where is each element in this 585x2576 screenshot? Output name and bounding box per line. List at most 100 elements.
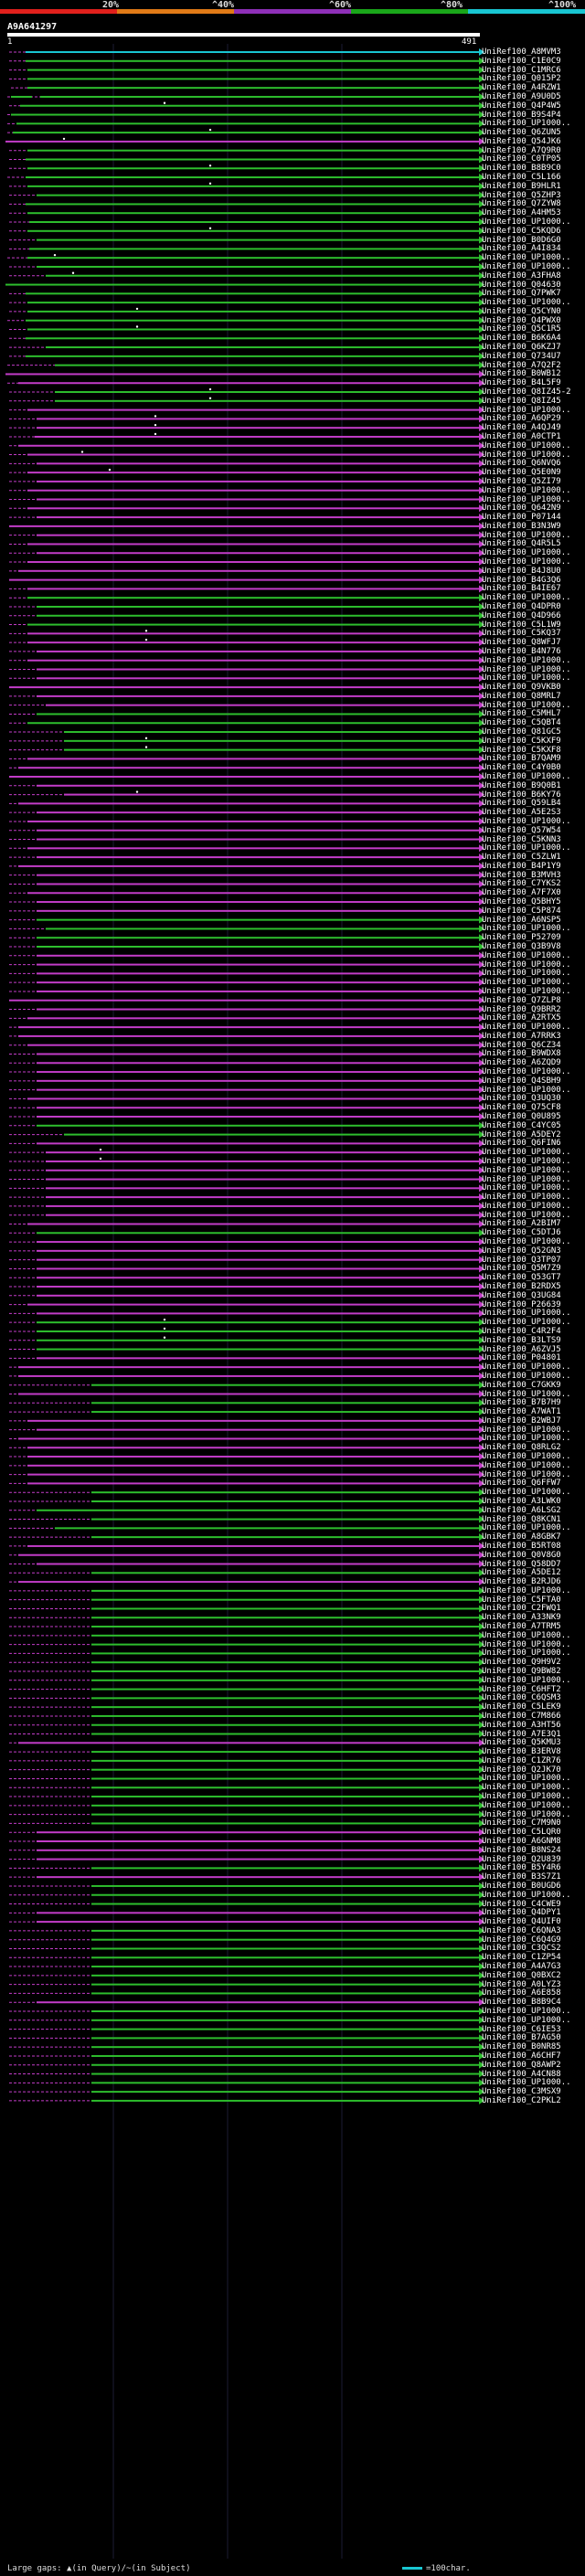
hit-segment[interactable] [64,739,480,742]
hit-segment[interactable] [46,928,480,930]
hit-label[interactable]: UniRef100_B0UGD6 [482,1881,561,1891]
hit-label[interactable]: UniRef100_B5Y4R6 [482,1863,561,1873]
hit-segment[interactable] [91,1966,480,1968]
hit-label[interactable]: UniRef100_UP1000.. [482,1434,571,1444]
hit-label[interactable]: UniRef100_UP1000.. [482,1792,571,1802]
hit-label[interactable]: UniRef100_UP1000.. [482,1309,571,1319]
hit-segment[interactable] [37,498,480,501]
hit-label[interactable]: UniRef100_C6HFT2 [482,1684,561,1694]
hit-label[interactable]: UniRef100_Q5ZI79 [482,476,561,486]
hit-segment[interactable] [91,1670,480,1672]
hit-segment[interactable] [37,1079,480,1082]
hit-segment[interactable] [27,507,480,510]
hit-label[interactable]: UniRef100_UP1000.. [482,700,571,710]
hit-label[interactable]: UniRef100_Q6FFW7 [482,1479,561,1489]
hit-segment[interactable] [9,999,480,1002]
hit-segment[interactable] [9,686,480,689]
hit-segment[interactable] [91,1688,480,1691]
hit-segment[interactable] [91,1723,480,1726]
hit-label[interactable]: UniRef100_Q6FIN6 [482,1139,561,1149]
hit-label[interactable]: UniRef100_UP1000.. [482,771,571,781]
hit-segment[interactable] [37,1858,480,1860]
hit-segment[interactable] [46,1151,480,1154]
hit-label[interactable]: UniRef100_B3MVH3 [482,870,561,880]
hit-segment[interactable] [27,1044,480,1046]
hit-segment[interactable] [91,2019,480,2021]
hit-segment[interactable] [91,2072,480,2075]
hit-segment[interactable] [91,1536,480,1539]
hit-label[interactable]: UniRef100_A6NSP5 [482,915,561,925]
hit-label[interactable]: UniRef100_Q5ZHP3 [482,190,561,200]
hit-segment[interactable] [27,820,480,822]
hit-label[interactable]: UniRef100_C5KQ37 [482,629,561,639]
hit-label[interactable]: UniRef100_Q9BW82 [482,1666,561,1676]
hit-segment[interactable] [26,292,480,295]
hit-segment[interactable] [37,829,480,832]
hit-label[interactable]: UniRef100_UP1000.. [482,217,571,227]
hit-segment[interactable] [26,51,480,53]
hit-segment[interactable] [46,1178,480,1181]
hit-label[interactable]: UniRef100_B9S4P4 [482,110,561,120]
hit-label[interactable]: UniRef100_UP1000.. [482,924,571,934]
hit-label[interactable]: UniRef100_P07144 [482,513,561,523]
hit-segment[interactable] [46,346,480,349]
hit-label[interactable]: UniRef100_UP1000.. [482,959,571,970]
hit-label[interactable]: UniRef100_UP1000.. [482,1148,571,1158]
hit-segment[interactable] [37,480,480,482]
hit-label[interactable]: UniRef100_UP1000.. [482,1774,571,1784]
hit-segment[interactable] [91,1617,480,1619]
hit-label[interactable]: UniRef100_Q5BHY5 [482,897,561,907]
hit-label[interactable]: UniRef100_Q54JK6 [482,136,561,146]
hit-segment[interactable] [27,1303,480,1306]
hit-label[interactable]: UniRef100_A6LSG2 [482,1505,561,1515]
hit-label[interactable]: UniRef100_UP1000.. [482,843,571,853]
hit-segment[interactable] [37,552,480,555]
hit-segment[interactable] [27,212,480,215]
hit-label[interactable]: UniRef100_UP1000.. [482,1585,571,1595]
hit-segment[interactable] [91,1759,480,1762]
hit-segment[interactable] [37,1357,480,1360]
hit-segment[interactable] [37,1267,480,1270]
hit-segment[interactable] [37,1921,480,1924]
hit-segment[interactable] [5,373,480,376]
hit-label[interactable]: UniRef100_UP1000.. [482,1371,571,1381]
hit-segment[interactable] [37,811,480,814]
hit-label[interactable]: UniRef100_UP1000.. [482,1783,571,1793]
hit-label[interactable]: UniRef100_C5QBT4 [482,718,561,728]
hit-label[interactable]: UniRef100_UP1000.. [482,1800,571,1810]
hit-label[interactable]: UniRef100_C3MSX9 [482,2087,561,2097]
hit-label[interactable]: UniRef100_UP1000.. [482,1193,571,1203]
hit-label[interactable]: UniRef100_UP1000.. [482,1488,571,1498]
hit-label[interactable]: UniRef100_Q8IZ45-2 [482,387,571,398]
hit-label[interactable]: UniRef100_C7GKK9 [482,1380,561,1390]
hit-label[interactable]: UniRef100_C7M866 [482,1711,561,1721]
hit-label[interactable]: UniRef100_C1E0C9 [482,56,561,66]
hit-label[interactable]: UniRef100_A2BIM7 [482,1219,561,1229]
hit-label[interactable]: UniRef100_B7QAM9 [482,754,561,764]
hit-label[interactable]: UniRef100_A4QJ49 [482,423,561,433]
hit-segment[interactable] [46,1187,480,1190]
hit-segment[interactable] [37,427,480,429]
hit-segment[interactable] [9,578,480,581]
hit-label[interactable]: UniRef100_A7RRK3 [482,1031,561,1041]
hit-label[interactable]: UniRef100_C6QSM3 [482,1693,561,1703]
hit-segment[interactable] [91,1679,480,1681]
hit-segment[interactable] [11,95,32,98]
hit-label[interactable]: UniRef100_UP1000.. [482,664,571,674]
hit-segment[interactable] [18,1437,480,1440]
hit-segment[interactable] [37,1509,480,1511]
hit-label[interactable]: UniRef100_A9U0D5 [482,91,561,101]
hit-label[interactable]: UniRef100_Q7ZYW8 [482,199,561,209]
hit-segment[interactable] [27,78,480,80]
hit-label[interactable]: UniRef100_B0D6G0 [482,235,561,245]
hit-segment[interactable] [91,1598,480,1601]
hit-segment[interactable] [91,1938,480,1941]
hit-label[interactable]: UniRef100_A7E3Q1 [482,1729,561,1739]
hit-label[interactable]: UniRef100_B2RDX5 [482,1282,561,1292]
hit-label[interactable]: UniRef100_C1MRC6 [482,65,561,75]
hit-segment[interactable] [27,659,480,662]
hit-label[interactable]: UniRef100_UP1000.. [482,261,571,271]
hit-segment[interactable] [91,2054,480,2057]
hit-segment[interactable] [37,954,480,957]
hit-segment[interactable] [37,838,480,841]
